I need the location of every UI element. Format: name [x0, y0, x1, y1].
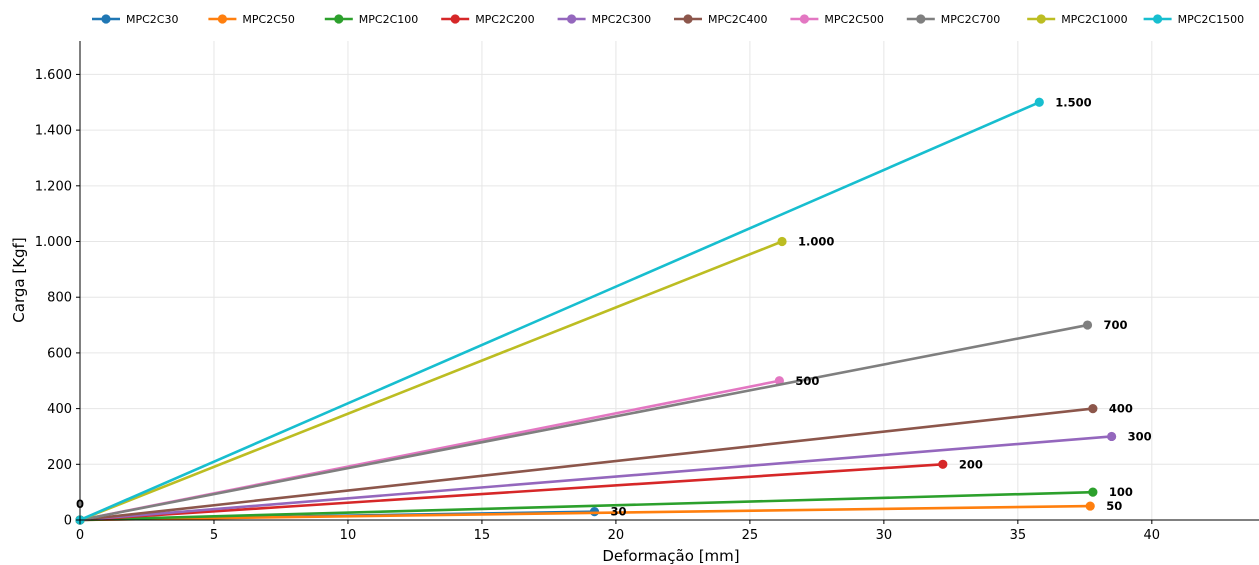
x-tick-label: 10 [340, 528, 357, 543]
end-value-label: 1.500 [1055, 95, 1091, 109]
legend-marker [217, 14, 227, 24]
legend-entry-label: MPC2C400 [708, 13, 767, 26]
y-tick-label: 1.200 [35, 179, 72, 194]
end-value-label: 30 [610, 505, 626, 519]
series-point [777, 236, 787, 247]
legend-entry-label: MPC2C300 [592, 13, 651, 26]
grid [79, 41, 1259, 521]
legend-marker [101, 14, 111, 24]
end-value-label: 500 [795, 374, 819, 388]
legend-entry-label: MPC2C700 [941, 13, 1000, 26]
x-tick-label: 40 [1144, 528, 1161, 543]
series-line [79, 435, 1112, 522]
end-value-label: 400 [1109, 402, 1133, 416]
y-tick-label: 800 [47, 291, 72, 306]
legend-entry-label: MPC2C200 [475, 13, 534, 26]
end-value-label: 50 [1106, 499, 1122, 513]
x-axis-label: Deformação [mm] [602, 547, 739, 565]
y-tick-label: 600 [47, 346, 72, 361]
x-tick-label: 25 [742, 528, 759, 543]
y-tick-label: 200 [47, 458, 72, 473]
legend-marker [1153, 14, 1163, 24]
legend-marker [683, 14, 693, 24]
ticks: 0 5 10 15 20 25 30 35 4002004006008001.0001.2001… [35, 68, 1160, 543]
legend-entry-label: MPC2C1500 [1178, 13, 1244, 26]
y-tick-label: 0 [64, 514, 72, 529]
legend-marker [916, 14, 926, 24]
legend: MPC2C30 MPC2C50 MPC2C100 MPC2C200 MPC2C300 MP… [92, 13, 1244, 26]
x-tick-label: 30 [876, 528, 893, 543]
series-point [1088, 487, 1098, 497]
x-tick-label: 5 [210, 528, 218, 543]
end-value-label: 300 [1128, 429, 1152, 443]
x-tick-label: 20 [608, 528, 625, 543]
series-line [79, 240, 783, 522]
legend-entry-label: MPC2C100 [359, 13, 418, 26]
axes [79, 41, 1259, 521]
series-point [1107, 431, 1117, 442]
x-tick-label: 15 [474, 528, 491, 543]
y-tick-label: 1.600 [35, 68, 72, 83]
series-point [938, 459, 948, 469]
series-point [1034, 97, 1044, 107]
y-tick-label: 1.400 [35, 124, 72, 139]
end-value-label: 100 [1109, 485, 1133, 499]
y-tick-label: 400 [47, 402, 72, 417]
legend-marker [334, 14, 344, 24]
legend-marker [450, 14, 460, 24]
legend-marker [799, 14, 810, 24]
series-point [1088, 404, 1098, 414]
legend-entry-label: MPC2C50 [242, 13, 294, 26]
legend-entry-label: MPC2C1000 [1061, 13, 1127, 26]
series-line [79, 490, 1093, 522]
series-line [79, 463, 943, 522]
legend-marker [567, 14, 577, 24]
x-tick-label: 35 [1010, 528, 1027, 543]
legend-entry-label: MPC2C500 [824, 13, 883, 26]
x-tick-label: 0 [76, 528, 84, 543]
legend-entry-label: MPC2C30 [126, 13, 178, 26]
series-line [79, 323, 1088, 522]
series-point [1085, 501, 1095, 511]
end-value-label: 200 [959, 457, 983, 471]
series-lines [75, 97, 1117, 525]
legend-marker [1036, 14, 1046, 24]
series-line [79, 101, 1040, 522]
series-line [79, 407, 1094, 522]
end-value-label: 700 [1104, 318, 1128, 332]
end-value-label: 1.000 [798, 235, 834, 249]
y-axis-label: Carga [Kgf] [10, 237, 28, 322]
series-point [1082, 320, 1093, 330]
y-tick-label: 1.000 [35, 235, 72, 250]
series-line [79, 504, 1091, 522]
origin-label: 0 [76, 497, 84, 511]
